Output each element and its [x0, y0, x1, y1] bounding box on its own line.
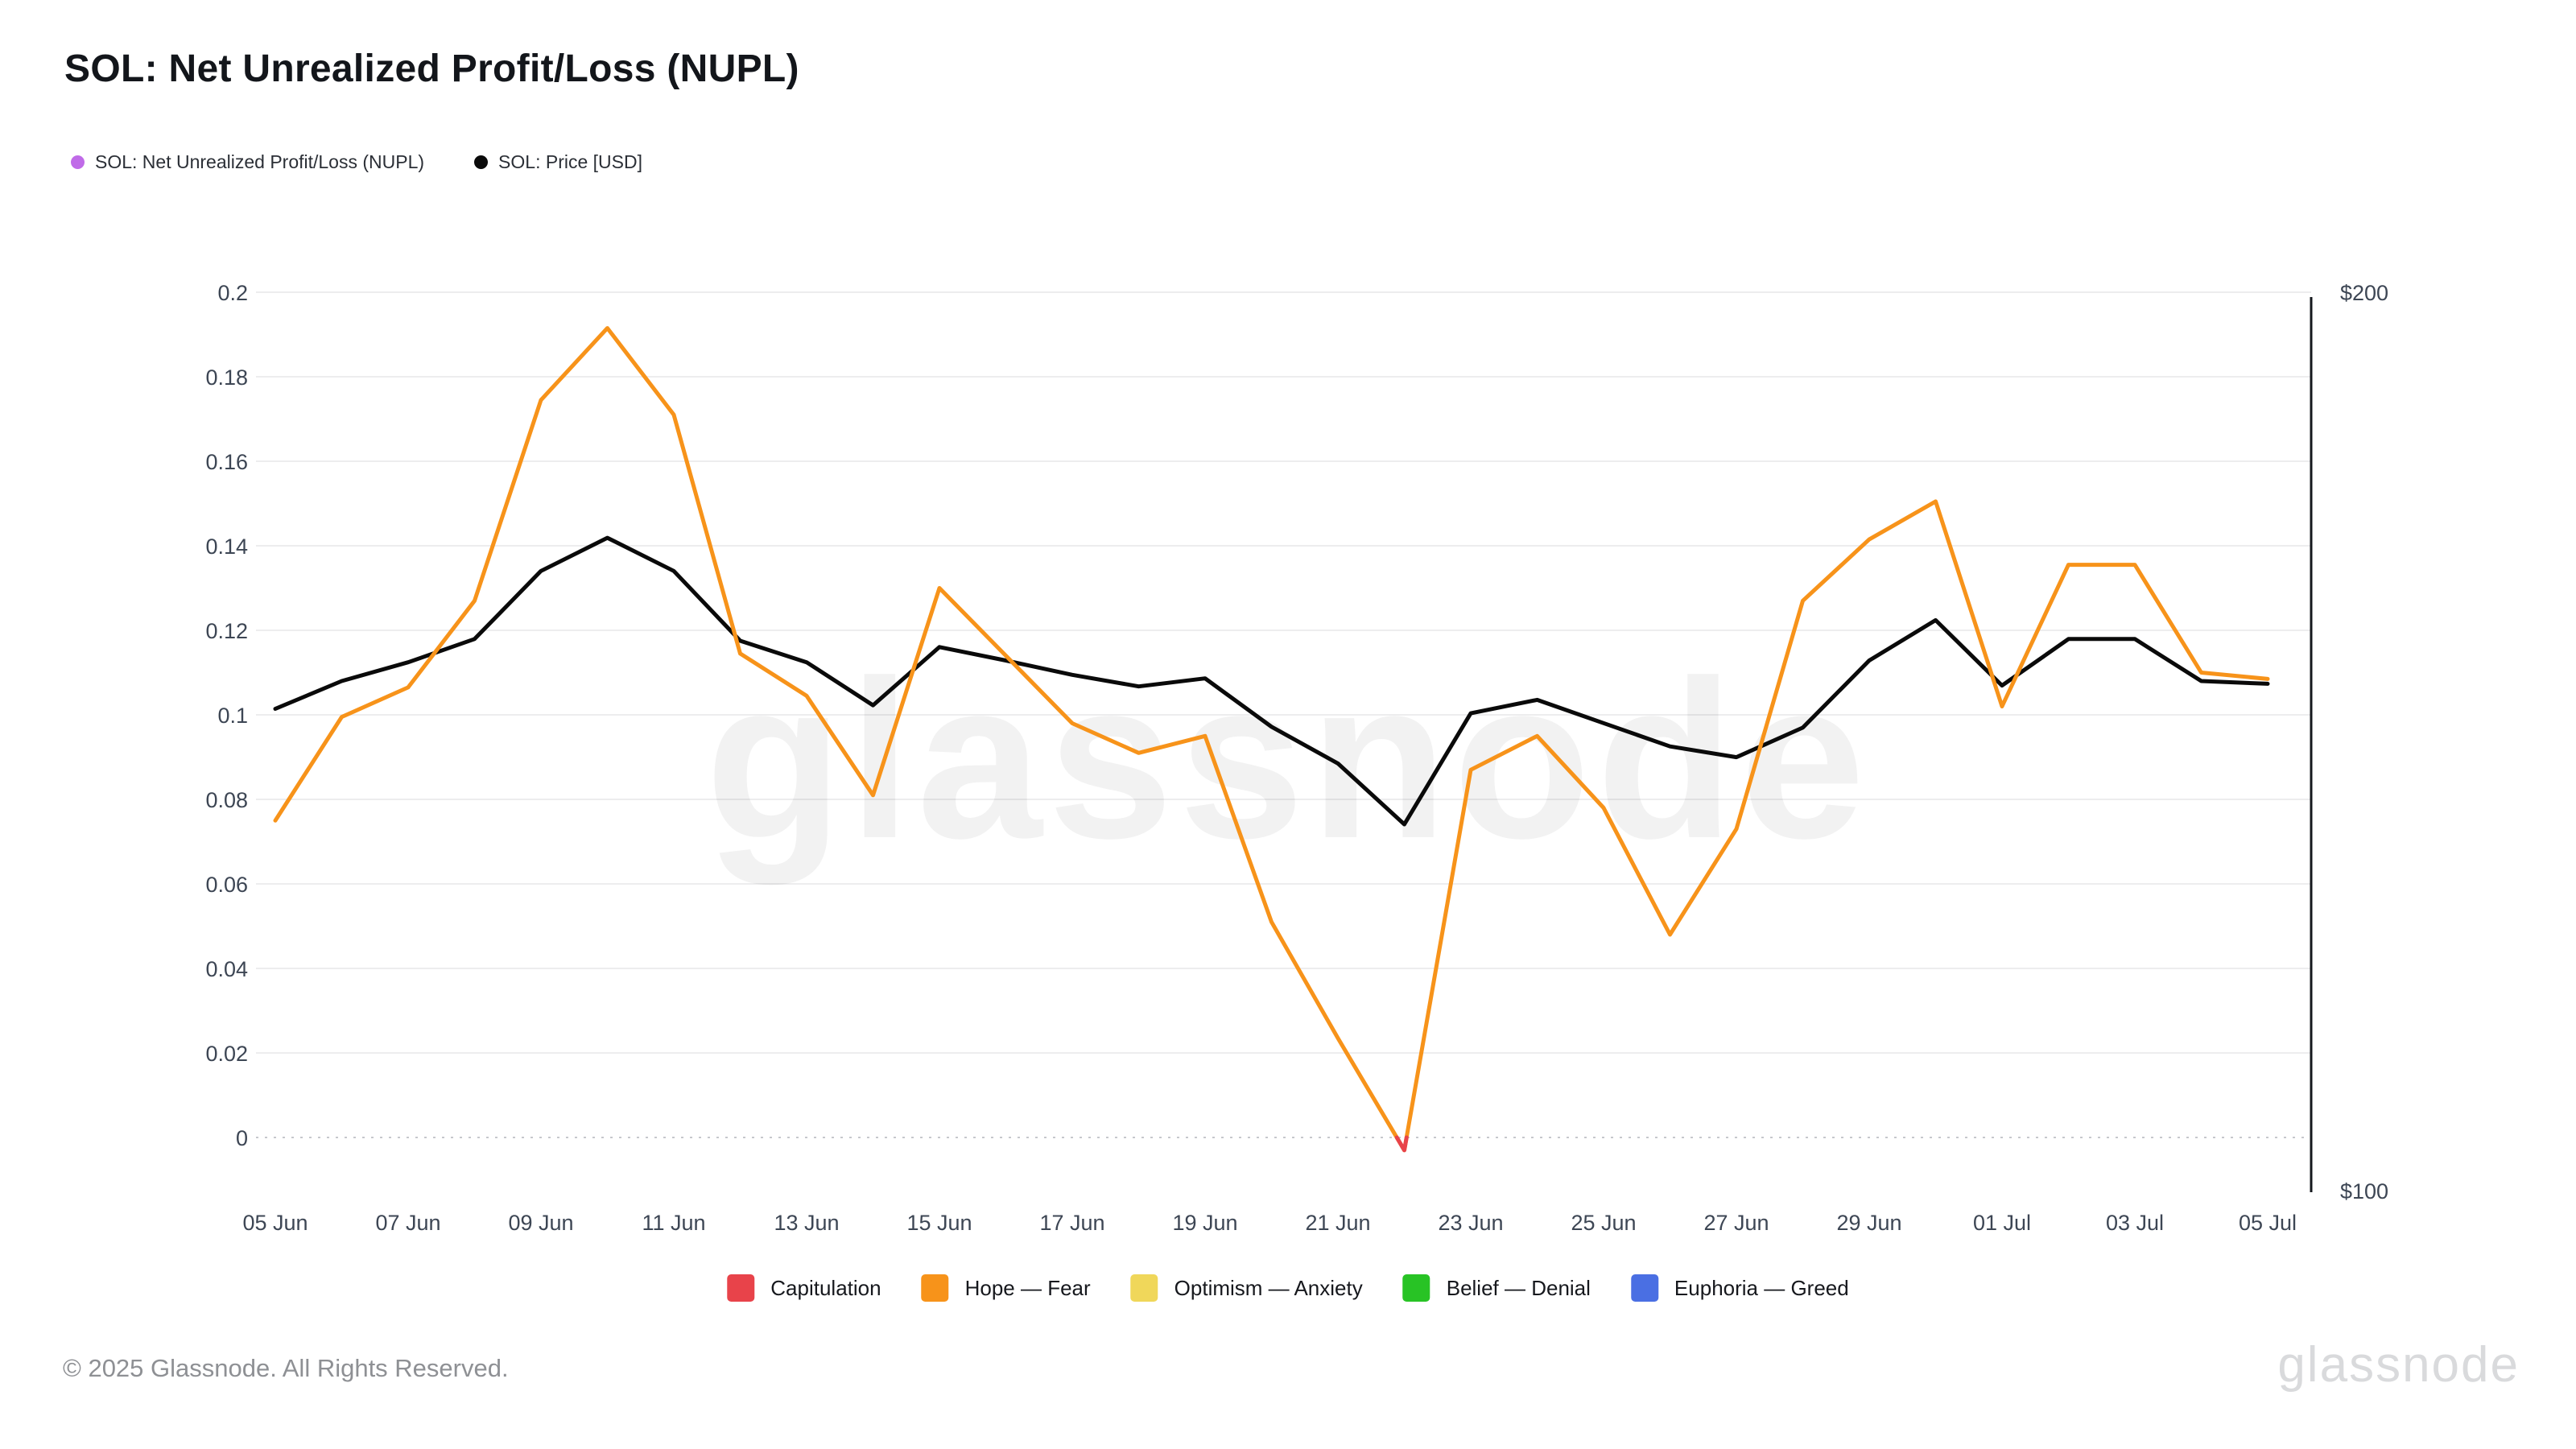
- x-axis-tick-label: 13 Jun: [774, 1211, 839, 1235]
- x-axis-tick-label: 21 Jun: [1305, 1211, 1370, 1235]
- y-axis-tick-label: 0.16: [205, 450, 248, 474]
- phase-legend-label: Capitulation: [770, 1275, 881, 1300]
- x-axis-tick-label: 19 Jun: [1172, 1211, 1237, 1235]
- x-axis-tick-label: 05 Jun: [242, 1211, 308, 1235]
- glassnode-logo: glassnode: [2277, 1337, 2520, 1393]
- y-axis-tick-label: 0.14: [205, 535, 248, 559]
- price-line: [273, 535, 2270, 827]
- gridlines: 0.2 0.18 0.16 0.14 0.12 0.1 0.08 0.06 0.04 0.02 0: [205, 281, 2311, 1150]
- y-axis-tick-label: 0.06: [205, 873, 248, 897]
- glassnode-watermark: glassnode: [705, 634, 1871, 886]
- phase-legend-label: Hope — Fear: [964, 1275, 1091, 1300]
- y-axis-tick-label: 0.2: [217, 281, 248, 305]
- nupl-line: [273, 326, 2270, 1153]
- phase-legend-label: Optimism — Anxiety: [1174, 1275, 1363, 1300]
- top-legend-label: SOL: Net Unrealized Profit/Loss (NUPL): [95, 151, 425, 172]
- phase-legend-swatch-icon: [1130, 1274, 1158, 1302]
- phase-legend-item-2[interactable]: Optimism — Anxiety: [1130, 1274, 1363, 1302]
- x-axis-tick-label: 07 Jun: [375, 1211, 440, 1235]
- phase-legend-swatch-icon: [1402, 1274, 1430, 1302]
- top-legend-label: SOL: Price [USD]: [498, 151, 642, 172]
- phase-legend-item-4[interactable]: Euphoria — Greed: [1630, 1274, 1849, 1302]
- y-axis-tick-label: 0.1: [217, 704, 248, 728]
- x-axis-tick-label: 29 Jun: [1836, 1211, 1901, 1235]
- x-axis-tick-label: 01 Jul: [1973, 1211, 2031, 1235]
- x-axis-tick-label: 09 Jun: [508, 1211, 573, 1235]
- y-axis-tick-label: 0.02: [205, 1042, 248, 1066]
- y-axis-tick-label: 0.04: [205, 957, 248, 981]
- phase-legend-item-3[interactable]: Belief — Denial: [1402, 1274, 1591, 1302]
- x-axis-tick-label: 15 Jun: [906, 1211, 972, 1235]
- phase-legend-item-1[interactable]: Hope — Fear: [921, 1274, 1091, 1302]
- page-title: SOL: Net Unrealized Profit/Loss (NUPL): [64, 47, 799, 90]
- x-axis-tick-label: 11 Jun: [642, 1211, 705, 1235]
- y-axis-tick-label: 0.18: [205, 365, 248, 390]
- x-axis-tick-label: 17 Jun: [1039, 1211, 1104, 1235]
- top-legend-item-0[interactable]: SOL: Net Unrealized Profit/Loss (NUPL): [71, 151, 424, 173]
- x-axis-tick-label: 05 Jul: [2239, 1211, 2297, 1235]
- sentiment-phase-legend: Capitulation Hope — Fear Optimism — Anxiet…: [727, 1274, 1849, 1302]
- top-legend-swatch-icon: [71, 155, 85, 169]
- top-legend: SOL: Net Unrealized Profit/Loss (NUPL) SO…: [71, 151, 642, 173]
- price-axis-top-label: $200: [2340, 281, 2388, 305]
- phase-legend-label: Euphoria — Greed: [1674, 1275, 1849, 1300]
- phase-legend-swatch-icon: [1630, 1274, 1658, 1302]
- y-axis-tick-label: 0.12: [205, 619, 248, 643]
- capitulation-segment: [1394, 1135, 1409, 1153]
- phase-legend-label: Belief — Denial: [1446, 1275, 1591, 1300]
- phase-legend-swatch-icon: [921, 1274, 949, 1302]
- copyright-text: © 2025 Glassnode. All Rights Reserved.: [63, 1354, 509, 1382]
- phase-legend-swatch-icon: [727, 1274, 755, 1302]
- x-axis-tick-label: 23 Jun: [1438, 1211, 1503, 1235]
- y-axis-tick-label: 0.08: [205, 788, 248, 812]
- phase-legend-item-0[interactable]: Capitulation: [727, 1274, 881, 1302]
- x-axis-tick-label: 03 Jul: [2106, 1211, 2164, 1235]
- y-axis-tick-label: 0: [236, 1126, 248, 1150]
- top-legend-item-1[interactable]: SOL: Price [USD]: [474, 151, 642, 173]
- x-axis-tick-label: 25 Jun: [1571, 1211, 1636, 1235]
- x-axis-tick-label: 27 Jun: [1703, 1211, 1769, 1235]
- x-axis-labels: 05 Jun 07 Jun 09 Jun 11 Jun 13 Jun 15 Jun 17 J…: [242, 1211, 2297, 1235]
- top-legend-swatch-icon: [474, 155, 489, 169]
- price-axis-bottom-label: $100: [2340, 1179, 2388, 1203]
